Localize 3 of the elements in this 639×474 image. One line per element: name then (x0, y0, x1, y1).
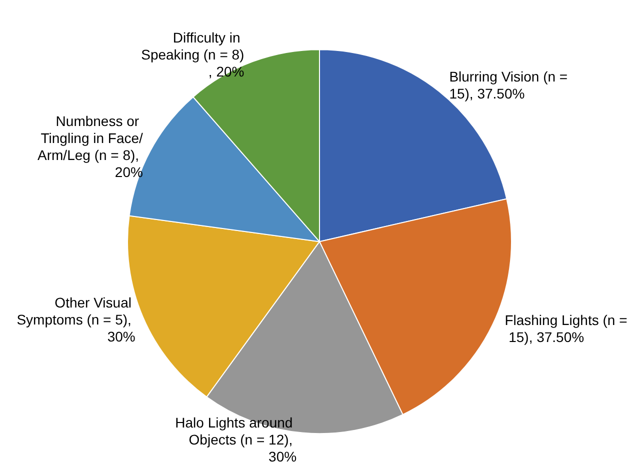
slice-label: Other Visual Symptoms (n = 5), 30% (16, 294, 136, 344)
slice-label: Flashing Lights (n = 15), 37.50% (504, 312, 628, 345)
slice-label: Blurring Vision (n = 15), 37.50% (449, 68, 572, 102)
